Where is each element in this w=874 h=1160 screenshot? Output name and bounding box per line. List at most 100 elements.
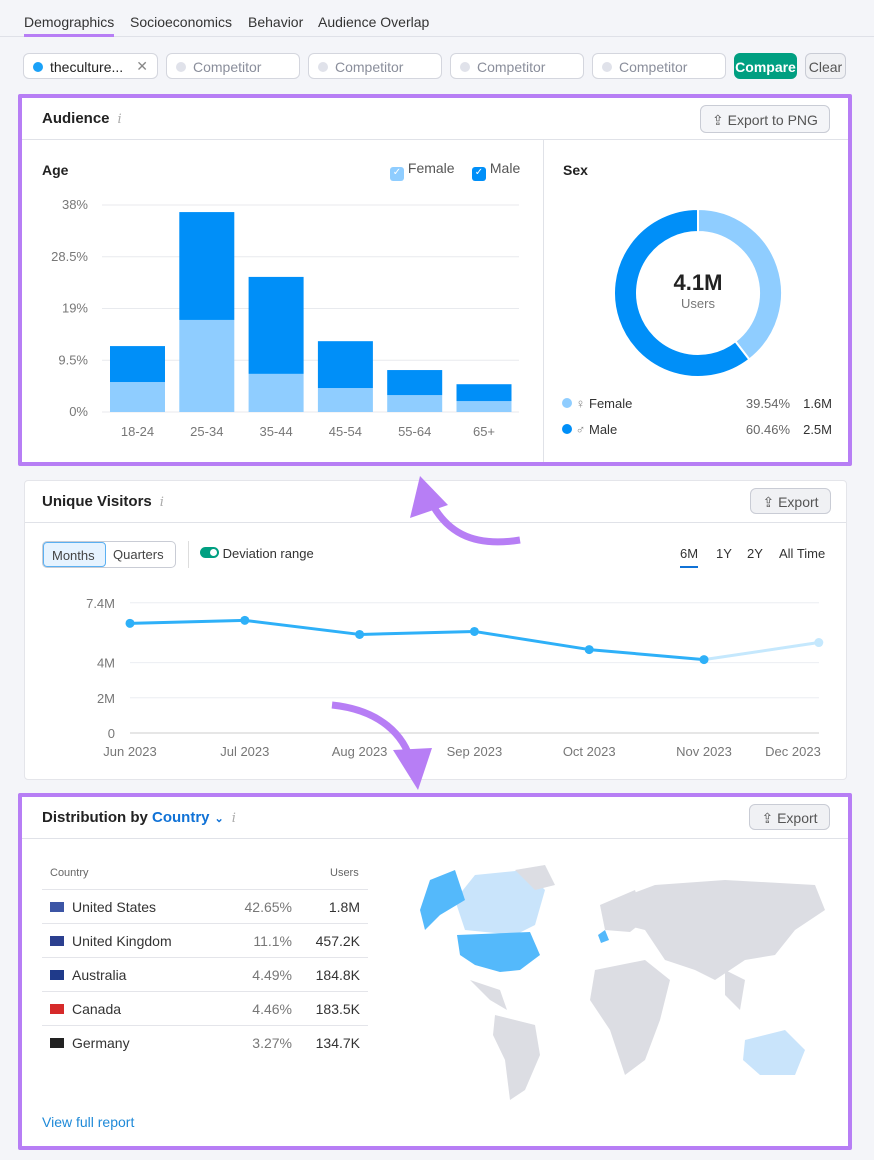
country-name: Canada bbox=[72, 1001, 122, 1017]
export-png-button[interactable]: ⇪ Export to PNG bbox=[700, 105, 830, 133]
data-point bbox=[584, 645, 594, 655]
domain-label: theculture... bbox=[50, 59, 124, 75]
close-icon[interactable]: ✕ bbox=[136, 58, 148, 74]
range-1y[interactable]: 1Y bbox=[716, 546, 732, 561]
label: Female bbox=[589, 396, 633, 411]
x-tick-label: Dec 2023 bbox=[765, 744, 821, 759]
map-central-america bbox=[470, 980, 507, 1010]
flag-icon bbox=[50, 936, 64, 946]
chevron-down-icon[interactable]: ⌄ bbox=[214, 813, 224, 825]
x-tick-label: 65+ bbox=[473, 424, 495, 439]
visitors-title: Unique Visitors bbox=[42, 493, 152, 510]
competitor-input[interactable]: Competitor bbox=[450, 53, 584, 79]
male-icon: ♂ bbox=[575, 422, 586, 437]
y-tick-label: 0% bbox=[69, 404, 88, 419]
bar-female bbox=[248, 373, 304, 412]
map-uk bbox=[598, 930, 609, 943]
x-tick-label: 18-24 bbox=[121, 424, 154, 439]
domain-chip[interactable]: theculture... ✕ bbox=[23, 53, 158, 79]
y-tick-label: 2M bbox=[97, 691, 115, 706]
map-greenland bbox=[515, 865, 555, 890]
placeholder: Competitor bbox=[335, 59, 404, 75]
flag-icon bbox=[50, 902, 64, 912]
tab-socioeconomics[interactable]: Socioeconomics bbox=[130, 14, 232, 30]
country-name: Australia bbox=[72, 967, 127, 983]
bar-male bbox=[387, 370, 443, 396]
toggle-switch[interactable] bbox=[200, 547, 219, 558]
clear-button[interactable]: Clear bbox=[805, 53, 846, 79]
competitor-input[interactable]: Competitor bbox=[308, 53, 442, 79]
months-button[interactable]: Months bbox=[43, 542, 106, 567]
domain-dot-icon bbox=[33, 62, 43, 72]
upload-icon: ⇪ bbox=[712, 112, 728, 128]
x-tick-label: 25-34 bbox=[190, 424, 223, 439]
data-point bbox=[699, 655, 709, 665]
country-users: 134.7K bbox=[315, 1035, 360, 1051]
value: 1.6M bbox=[803, 396, 832, 411]
table-row[interactable]: United Kingdom 11.1% 457.2K bbox=[42, 923, 368, 957]
map-europe bbox=[600, 890, 645, 932]
export-button[interactable]: ⇪ Export bbox=[749, 804, 830, 830]
legend-female[interactable]: ✓ Female bbox=[390, 160, 455, 181]
sex-row-female: ♀ Female 39.54% 1.6M bbox=[562, 396, 832, 422]
table-row[interactable]: United States 42.65% 1.8M bbox=[42, 889, 368, 923]
range-2y[interactable]: 2Y bbox=[747, 546, 763, 561]
x-tick-label: Aug 2023 bbox=[332, 744, 388, 759]
competitor-input[interactable]: Competitor bbox=[166, 53, 300, 79]
tab-audience-overlap[interactable]: Audience Overlap bbox=[318, 14, 430, 30]
info-icon[interactable]: i bbox=[231, 811, 236, 826]
dimension-dropdown[interactable]: Country bbox=[152, 809, 210, 826]
tab-demographics[interactable]: Demographics bbox=[24, 14, 115, 37]
donut-center: 4.1M Users bbox=[648, 270, 748, 311]
legend-male[interactable]: ✓ Male bbox=[472, 160, 520, 181]
flag-icon bbox=[50, 1038, 64, 1048]
quarters-button[interactable]: Quarters bbox=[113, 547, 164, 562]
col-country: Country bbox=[50, 867, 89, 879]
country-pct: 4.49% bbox=[252, 967, 292, 983]
deviation-toggle[interactable]: Deviation range bbox=[200, 546, 314, 561]
tab-bar: Demographics Socioeconomics Behavior Aud… bbox=[0, 0, 874, 37]
y-tick-label: 19% bbox=[62, 301, 88, 316]
export-button[interactable]: ⇪ Export bbox=[750, 488, 831, 514]
dot-icon bbox=[318, 62, 328, 72]
y-tick-label: 9.5% bbox=[58, 352, 88, 367]
bar-female bbox=[387, 395, 443, 412]
distribution-title: Distribution by bbox=[42, 809, 148, 826]
table-row[interactable]: Australia 4.49% 184.8K bbox=[42, 957, 368, 991]
placeholder: Competitor bbox=[619, 59, 688, 75]
x-tick-label: 45-54 bbox=[329, 424, 362, 439]
deviation-label: Deviation range bbox=[222, 546, 314, 561]
table-row[interactable]: Germany 3.27% 134.7K bbox=[42, 1025, 368, 1059]
country-name: Germany bbox=[72, 1035, 130, 1051]
table-row[interactable]: Canada 4.46% 183.5K bbox=[42, 991, 368, 1025]
pct: 60.46% bbox=[745, 422, 790, 437]
info-icon[interactable]: i bbox=[159, 495, 164, 510]
line-segment bbox=[359, 629, 475, 636]
map-canada bbox=[455, 870, 545, 935]
data-point bbox=[355, 629, 365, 639]
divider bbox=[188, 541, 189, 568]
country-name: United States bbox=[72, 899, 157, 915]
info-icon[interactable]: i bbox=[117, 112, 122, 127]
placeholder: Competitor bbox=[477, 59, 546, 75]
range-all-time[interactable]: All Time bbox=[779, 546, 826, 561]
view-full-report-link[interactable]: View full report bbox=[42, 1114, 135, 1130]
checkbox-male[interactable]: ✓ bbox=[472, 167, 486, 181]
data-point bbox=[469, 626, 479, 636]
country-pct: 11.1% bbox=[253, 933, 292, 949]
country-name: United Kingdom bbox=[72, 933, 172, 949]
country-users: 184.8K bbox=[315, 967, 360, 983]
divider bbox=[543, 140, 544, 462]
tab-behavior[interactable]: Behavior bbox=[248, 14, 304, 30]
country-pct: 42.65% bbox=[244, 899, 292, 915]
compare-button[interactable]: Compare bbox=[734, 53, 797, 79]
placeholder: Competitor bbox=[193, 59, 262, 75]
sex-donut-chart bbox=[613, 207, 783, 378]
pct: 39.54% bbox=[745, 396, 790, 411]
audience-title: Audience bbox=[42, 110, 110, 127]
line-segment bbox=[589, 648, 705, 662]
checkbox-female[interactable]: ✓ bbox=[390, 167, 404, 181]
range-6m[interactable]: 6M bbox=[680, 546, 699, 568]
competitor-input[interactable]: Competitor bbox=[592, 53, 726, 79]
dot-icon bbox=[460, 62, 470, 72]
